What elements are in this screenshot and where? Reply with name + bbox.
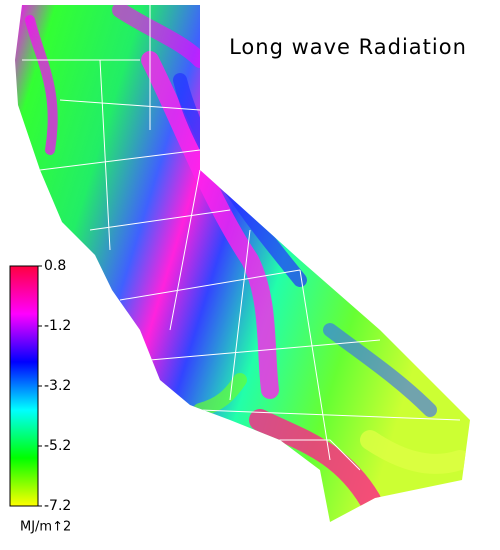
colorbar-tick-label: -7.2 [44,498,71,514]
map-title: Long wave Radiation [229,35,467,59]
colorbar-scale [9,265,39,507]
colorbar-tick-label: -3.2 [44,378,71,394]
colorbar-tick-label: -5.2 [44,438,71,454]
colorbar-tick-label: -1.2 [44,318,71,334]
colorbar-unit: MJ/m↑2 [20,520,71,535]
county-lines [22,5,461,471]
colorbar-tick-label: 0.8 [44,258,66,274]
california-map [15,5,470,522]
colorbar: 0.8 -1.2 -3.2 -5.2 -7.2 MJ/m↑2 [9,258,71,535]
